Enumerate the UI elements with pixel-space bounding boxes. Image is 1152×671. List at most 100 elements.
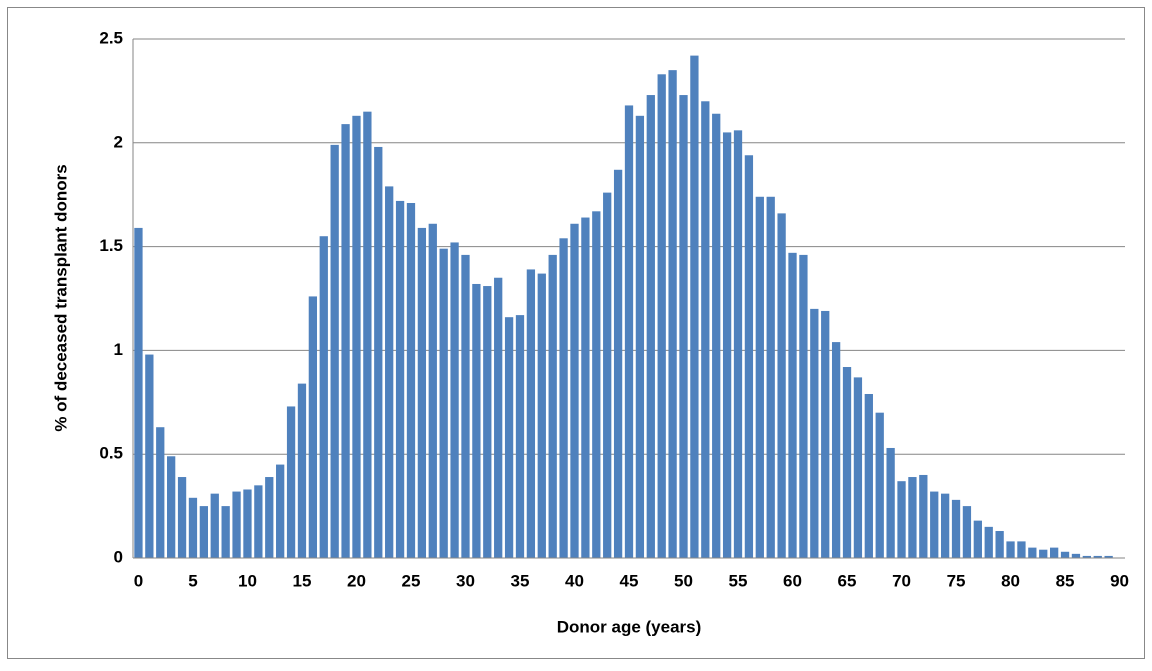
x-axis-title: Donor age (years)	[557, 617, 702, 636]
y-tick-label: 0.5	[99, 444, 123, 463]
y-axis-title: % of deceased transplant donors	[51, 164, 70, 431]
bar	[733, 130, 743, 558]
x-tick-label: 90	[1110, 571, 1129, 590]
bar	[919, 474, 928, 558]
bar	[1093, 555, 1102, 558]
bar	[624, 105, 634, 558]
bar	[744, 155, 754, 559]
bar	[875, 412, 884, 558]
bar	[374, 146, 383, 558]
x-tick-label: 85	[1056, 571, 1075, 590]
x-tick-label: 70	[892, 571, 911, 590]
bar	[897, 481, 906, 558]
bar	[548, 254, 557, 559]
bar	[668, 70, 677, 558]
bar	[537, 273, 546, 558]
x-tick-label: 40	[565, 571, 584, 590]
bar	[559, 238, 568, 558]
y-tick-label: 1.5	[99, 236, 123, 255]
bar	[886, 447, 895, 558]
bar	[308, 296, 318, 558]
y-tick-label: 2.5	[99, 28, 123, 47]
bar	[417, 227, 427, 558]
bar	[1017, 541, 1026, 558]
bar	[1071, 553, 1081, 558]
bar	[842, 367, 852, 558]
bar	[472, 283, 481, 558]
x-tick-label: 15	[293, 571, 312, 590]
bar	[788, 252, 797, 558]
x-tick-label: 75	[947, 571, 966, 590]
bar	[679, 95, 688, 558]
x-tick-label: 5	[188, 571, 197, 590]
bar	[766, 196, 775, 558]
bar	[777, 213, 786, 558]
bar	[973, 520, 982, 558]
bar	[177, 477, 187, 558]
bar	[265, 477, 274, 558]
bar	[1104, 555, 1113, 558]
bar	[254, 485, 263, 558]
y-tick-label: 1	[114, 340, 123, 359]
bar	[232, 491, 241, 558]
bar	[951, 499, 961, 558]
bar	[450, 242, 459, 558]
bar	[1050, 547, 1059, 558]
bar	[188, 497, 198, 558]
bar	[210, 493, 219, 558]
bar	[908, 477, 917, 558]
bar	[167, 456, 176, 558]
bar	[297, 383, 307, 558]
x-tick-label: 45	[620, 571, 639, 590]
bar	[799, 254, 808, 559]
bar	[221, 506, 230, 558]
bar	[243, 489, 252, 558]
bar	[864, 393, 873, 558]
bar	[330, 144, 339, 558]
bar	[156, 427, 165, 558]
bar	[1006, 541, 1015, 558]
bar	[341, 124, 350, 558]
bar	[853, 377, 863, 558]
bar	[810, 308, 819, 558]
bar	[940, 493, 950, 558]
bar	[722, 132, 732, 559]
bar	[657, 74, 666, 559]
bar	[570, 223, 579, 558]
bar	[962, 506, 972, 558]
x-tick-label: 20	[347, 571, 366, 590]
bar	[483, 286, 492, 558]
y-tick-label: 0	[114, 547, 123, 566]
bar	[515, 315, 525, 558]
bar	[821, 310, 830, 558]
bar	[428, 223, 437, 558]
x-tick-label: 65	[838, 571, 857, 590]
bar	[134, 227, 143, 558]
bar	[145, 354, 154, 558]
bar	[930, 491, 939, 558]
bar	[1039, 549, 1048, 558]
x-tick-label: 60	[783, 571, 802, 590]
bar	[286, 406, 296, 558]
bar	[984, 526, 993, 558]
bar	[635, 115, 645, 558]
bar	[526, 269, 536, 558]
bar	[1082, 555, 1091, 558]
bar	[352, 115, 361, 558]
bar	[199, 506, 208, 558]
bar	[755, 196, 764, 558]
x-tick-label: 80	[1001, 571, 1020, 590]
bar	[581, 217, 590, 558]
bar	[406, 203, 416, 558]
bar	[385, 186, 394, 558]
bar	[395, 200, 405, 559]
bar	[995, 531, 1004, 558]
x-tick-label: 55	[729, 571, 748, 590]
bar	[461, 254, 470, 559]
bar	[646, 95, 655, 558]
bar	[1028, 547, 1037, 558]
x-tick-label: 35	[511, 571, 530, 590]
bar	[712, 113, 721, 559]
